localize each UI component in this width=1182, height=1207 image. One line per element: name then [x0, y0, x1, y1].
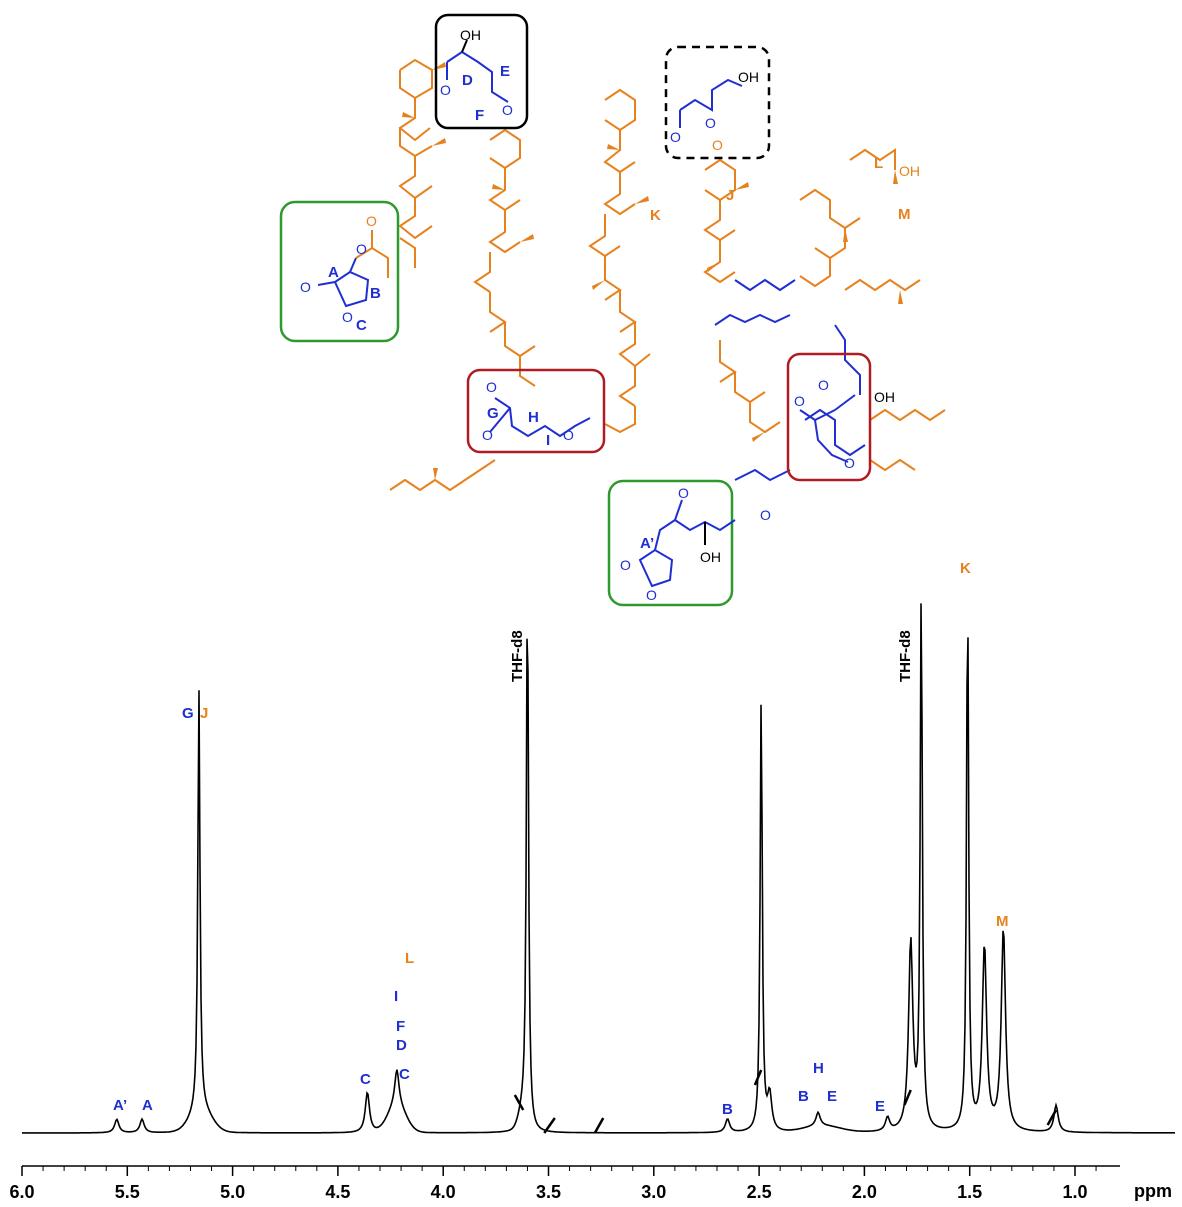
lactone-atom-ester-o: O: [356, 241, 367, 257]
box-red-right-frame: [786, 352, 872, 482]
top-carbonyl-o: O: [440, 82, 451, 98]
pla-oh-right: OH: [899, 163, 920, 179]
box-lactone-bottom-frame: [607, 479, 734, 607]
peak-label-f: F: [396, 1018, 405, 1035]
spectrum-line: [22, 603, 1175, 1134]
peak-label-e1: E: [827, 1088, 837, 1105]
label-E: E: [500, 63, 510, 80]
integral-slash: [753, 1069, 763, 1086]
x-tick-label: 5.0: [220, 1182, 245, 1202]
peak-label-i: I: [394, 988, 398, 1005]
label-L: L: [874, 155, 883, 172]
pla-methyl-wedges: [402, 62, 903, 480]
thf-label-1: THF-d8: [509, 630, 526, 682]
dashed-pla-o: O: [712, 137, 723, 153]
x-tick-label: 4.0: [431, 1182, 456, 1202]
peak-label-h: H: [813, 1060, 824, 1077]
pla-skeleton: [389, 58, 946, 492]
x-tick-label: 3.0: [641, 1182, 666, 1202]
red-left-o: O: [563, 427, 574, 443]
integral-slash: [513, 1094, 525, 1111]
label-A: A: [328, 264, 339, 281]
peak-label-d: D: [396, 1037, 407, 1054]
peak-label-c2: C: [399, 1066, 410, 1083]
x-tick-label: 5.5: [115, 1182, 140, 1202]
integral-marks: [513, 1069, 1058, 1134]
box-lactone-left: O O O O A B C: [279, 200, 400, 343]
integral-slash: [543, 1117, 556, 1134]
top-ester-o: O: [502, 102, 513, 118]
label-H: H: [528, 409, 539, 426]
dashed-ester-o: O: [705, 115, 716, 131]
red-right-o-2: O: [794, 393, 805, 409]
peak-label-j: J: [200, 705, 208, 722]
peak-label-g: G: [182, 705, 194, 722]
label-I: I: [546, 432, 550, 449]
top-oh: OH: [460, 27, 481, 43]
label-J: J: [726, 187, 734, 204]
x-tick-label: 1.0: [1062, 1182, 1087, 1202]
red-right-o-3: O: [844, 455, 855, 471]
label-K: K: [650, 207, 661, 224]
bottom-ether-o: O: [760, 507, 771, 523]
peak-label-k: K: [960, 560, 971, 577]
integral-slash: [593, 1117, 605, 1134]
label-C: C: [356, 317, 367, 334]
box-ester-top: OH O O D E F: [434, 13, 529, 130]
peak-label-a: A: [142, 1097, 153, 1114]
red-right-oh: OH: [874, 389, 895, 405]
bottom-ring-o: O: [646, 587, 657, 603]
x-tick-label: 6.0: [9, 1182, 34, 1202]
x-tick-label: 1.5: [957, 1182, 982, 1202]
box-red-left: O O O G H I: [466, 368, 606, 454]
x-tick-label: 2.5: [747, 1182, 772, 1202]
lactone-atom-ring-o: O: [342, 309, 353, 325]
x-axis-ticks: 6.0 5.5 5.0 4.5 4.0 3.5 3.0 2.5 2.0 1.5 1.0: [9, 1166, 1097, 1202]
dashed-carbonyl-o: O: [670, 129, 681, 145]
dashed-oh: OH: [738, 69, 759, 85]
peak-label-b1: B: [722, 1101, 733, 1118]
red-left-ester-o: O: [482, 427, 493, 443]
lactone-atom-carbonyl-o: O: [300, 279, 311, 295]
integral-slash: [1046, 1109, 1058, 1126]
box-ester-top-frame: [434, 13, 529, 130]
box-dashed-frame: [664, 45, 771, 160]
red-left-carbonyl-o: O: [486, 379, 497, 395]
nmr-spectrum: 6.0 5.5 5.0 4.5 4.0 3.5 3.0 2.5 2.0 1.5 1.0 ppm TH…: [9, 560, 1175, 1202]
lactone-atom-top-o: O: [366, 213, 377, 229]
peak-labels: A’ A G J C L I F D C B B H E E K M: [113, 560, 1009, 1118]
peak-label-m: M: [996, 913, 1009, 930]
x-tick-label: 3.5: [536, 1182, 561, 1202]
label-G: G: [487, 405, 499, 422]
box-red-left-frame: [466, 368, 606, 454]
x-tick-label: 4.5: [325, 1182, 350, 1202]
bottom-oh: OH: [700, 549, 721, 565]
bottom-carbonyl-o: O: [620, 557, 631, 573]
integral-slash: [903, 1089, 912, 1106]
x-axis-unit: ppm: [1134, 1181, 1172, 1201]
peak-label-l: L: [405, 950, 414, 967]
box-red-right: OH O O O: [786, 352, 895, 482]
label-F: F: [475, 107, 484, 124]
label-D: D: [462, 72, 473, 89]
box-dashed: OH O O O: [664, 45, 771, 160]
bottom-ester-o: O: [678, 485, 689, 501]
box-lactone-bottom: OH O O O O A’: [607, 479, 771, 607]
peak-label-a-prime: A’: [113, 1097, 127, 1114]
red-right-o-1: O: [818, 377, 829, 393]
peak-label-e2: E: [875, 1098, 885, 1115]
peak-label-c1: C: [360, 1071, 371, 1088]
label-B: B: [370, 285, 381, 302]
thf-label-2: THF-d8: [897, 630, 914, 682]
box-lactone-left-frame: [279, 200, 400, 343]
core-chains: [714, 278, 866, 482]
x-tick-label: 2.0: [852, 1182, 877, 1202]
label-A-prime: A’: [640, 535, 654, 552]
peak-label-b2: B: [798, 1088, 809, 1105]
label-M: M: [898, 206, 911, 223]
polymer-structure: O O O O A B C OH O O D E F: [279, 13, 946, 607]
